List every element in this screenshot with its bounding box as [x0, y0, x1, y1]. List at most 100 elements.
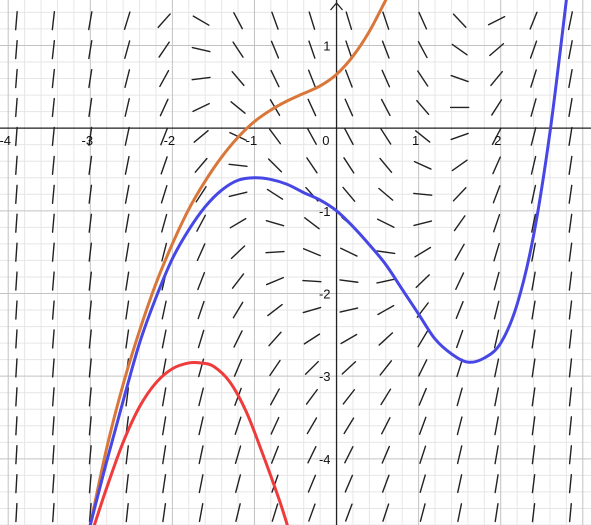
slope-segment — [568, 155, 573, 175]
slope-segment — [382, 11, 390, 30]
slope-segment — [342, 389, 356, 405]
tick-labels: -4 -3 -2 -1 0 1 2 1 -1 -2 -3 -4 — [0, 38, 501, 466]
slope-segment — [344, 474, 354, 493]
slope-segment — [233, 330, 243, 348]
x-tick-label: -3 — [82, 133, 94, 148]
slope-segment — [232, 301, 244, 319]
slope-segment — [232, 41, 244, 58]
slope-segment — [568, 329, 573, 349]
slope-segment — [235, 474, 242, 494]
slope-segment — [52, 473, 55, 494]
slope-segment — [455, 300, 464, 320]
slope-segment — [228, 163, 248, 168]
slope-segment — [197, 329, 205, 349]
slope-segment — [88, 213, 93, 233]
slope-segment — [161, 300, 167, 320]
slope-segment — [339, 279, 359, 283]
slope-segment — [124, 184, 130, 204]
slope-segment — [88, 184, 93, 204]
slope-segment — [304, 217, 320, 230]
slope-segment — [531, 213, 537, 233]
slope-segment — [161, 329, 167, 349]
slope-segment — [15, 213, 18, 233]
slope-segment — [382, 503, 390, 522]
slope-segment — [51, 68, 56, 89]
slope-segment — [230, 245, 246, 260]
slope-segment — [51, 11, 56, 31]
slope-segment — [380, 388, 392, 406]
slope-segment — [271, 503, 279, 522]
slope-segment — [15, 445, 18, 465]
slope-segment — [455, 272, 465, 290]
slope-segment — [267, 158, 283, 173]
slope-segment — [162, 445, 167, 465]
slope-segment — [161, 387, 167, 407]
slope-segment — [381, 417, 391, 435]
slope-segment — [15, 242, 18, 262]
slope-segment — [453, 215, 466, 232]
slope-segment — [567, 11, 573, 31]
slope-segment — [88, 502, 92, 523]
slope-segment — [158, 41, 170, 58]
y-tick-label: -4 — [319, 452, 331, 467]
slope-segment — [88, 416, 92, 436]
slope-segment — [531, 242, 536, 262]
y-axis-arrow — [330, 2, 344, 11]
slope-segment — [568, 474, 573, 494]
slope-segment — [233, 358, 243, 377]
solution-curve-3 — [92, 360, 289, 525]
slope-segment — [413, 192, 433, 196]
slope-segment — [268, 128, 282, 145]
slope-segment — [15, 329, 18, 349]
slope-segment — [418, 11, 428, 30]
slope-field — [14, 11, 573, 523]
slope-segment — [568, 358, 573, 378]
slope-segment — [451, 43, 468, 56]
slope-segment — [52, 445, 55, 465]
slope-segment — [124, 155, 130, 175]
slope-segment — [494, 503, 499, 523]
slope-segment — [88, 97, 93, 118]
slope-segment — [234, 445, 242, 465]
slope-segment — [568, 126, 573, 147]
slope-segment — [568, 184, 573, 204]
slope-segment — [125, 242, 130, 262]
slope-segment — [415, 274, 430, 289]
slope-segment — [198, 416, 204, 436]
slope-segment — [308, 11, 316, 30]
slope-segment — [493, 329, 500, 349]
slope-segment — [160, 184, 168, 204]
slope-segment — [88, 11, 93, 31]
slope-segment — [51, 416, 55, 436]
solution-curve-2 — [88, 0, 568, 525]
slope-segment — [125, 271, 130, 291]
slope-segment — [51, 97, 55, 118]
slope-segment — [417, 70, 429, 87]
slope-segment — [51, 271, 55, 291]
slope-segment — [345, 40, 353, 59]
slope-segment — [88, 242, 93, 262]
slope-segment — [530, 98, 537, 117]
slope-segment — [381, 69, 391, 88]
slope-segment — [531, 329, 536, 349]
slope-segment — [192, 102, 210, 113]
slope-segment — [450, 132, 469, 141]
slope-segment — [88, 387, 92, 407]
slope-segment — [88, 40, 93, 60]
slope-segment — [88, 68, 93, 89]
slope-segment — [456, 387, 463, 407]
x-tick-label: -1 — [246, 133, 258, 148]
slope-segment — [197, 272, 206, 291]
slope-segment — [195, 186, 207, 203]
slope-segment — [568, 40, 573, 60]
slope-segment — [269, 359, 281, 377]
slope-segment — [457, 474, 463, 494]
slope-segment — [531, 445, 536, 465]
slope-segment — [568, 416, 573, 436]
slope-segment — [235, 503, 241, 523]
slope-segment — [302, 248, 321, 257]
slope-segment — [491, 99, 503, 116]
